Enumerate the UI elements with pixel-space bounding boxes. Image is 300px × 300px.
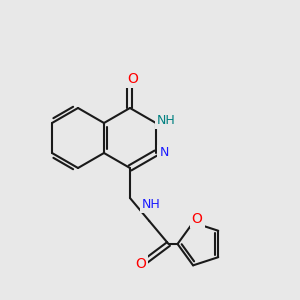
Text: NH: NH	[157, 115, 175, 128]
Text: O: O	[192, 212, 203, 226]
Text: O: O	[128, 72, 138, 86]
Text: NH: NH	[142, 198, 161, 211]
Text: O: O	[135, 257, 146, 271]
Text: N: N	[159, 146, 169, 160]
